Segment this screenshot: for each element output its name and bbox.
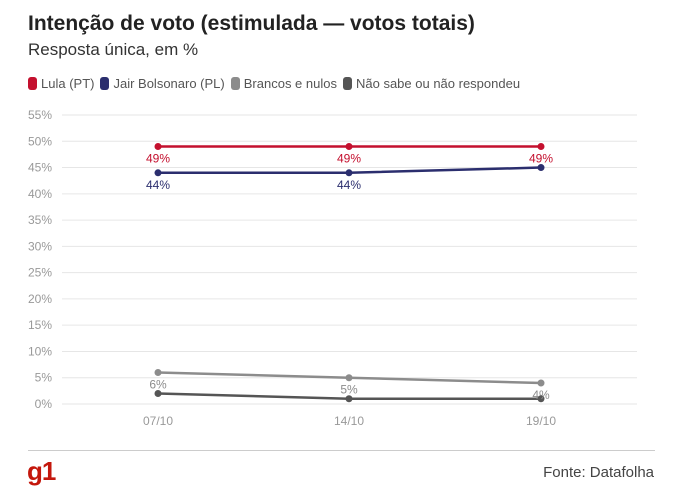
data-label-brancos: 6% [149, 377, 167, 391]
chart-title: Intenção de voto (estimulada — votos tot… [28, 12, 475, 35]
legend-swatch-bolsonaro [100, 77, 110, 90]
data-label-brancos: 4% [532, 388, 550, 402]
g1-logo[interactable]: g1 [27, 456, 56, 486]
y-tick-label: 35% [28, 213, 52, 227]
chart-subtitle: Resposta única, em % [28, 40, 199, 59]
data-point-lula [345, 143, 353, 151]
x-tick-label: 07/10 [143, 414, 173, 428]
data-point-brancos [345, 374, 353, 382]
legend-label-brancos: Brancos e nulos [243, 76, 337, 91]
y-tick-label: 45% [28, 161, 52, 175]
legend-item-lula[interactable]: Lula (PT) [28, 76, 94, 91]
y-tick-label: 50% [28, 134, 52, 148]
legend-item-nao-sabe[interactable]: Não sabe ou não respondeu [342, 76, 521, 91]
legend-swatch-brancos [230, 77, 240, 90]
y-tick-label: 30% [28, 239, 52, 253]
data-point-bolsonaro [345, 169, 353, 177]
legend-item-brancos[interactable]: Brancos e nulos [230, 76, 337, 91]
data-point-nao_sabe [345, 395, 353, 403]
legend-item-bolsonaro[interactable]: Jair Bolsonaro (PL) [100, 76, 225, 91]
y-tick-label: 20% [28, 292, 52, 306]
line-chart: 0% 5% 10% 15% 20% 25% 30% 35% 40% 45% 50% 55% 07/10 1… [28, 108, 637, 428]
data-point-brancos [154, 368, 162, 376]
legend-label-bolsonaro: Jair Bolsonaro (PL) [113, 76, 225, 91]
data-point-bolsonaro [537, 164, 545, 172]
y-tick-label: 15% [28, 318, 52, 332]
x-tick-label: 19/10 [526, 414, 556, 428]
legend-label-lula: Lula (PT) [41, 76, 95, 91]
data-label-brancos: 5% [340, 383, 358, 397]
data-label-lula: 49% [146, 152, 170, 166]
legend-swatch-nao-sabe [342, 77, 352, 90]
data-label-bolsonaro: 44% [337, 178, 361, 192]
data-point-brancos [537, 379, 545, 387]
y-tick-label: 55% [28, 108, 52, 122]
data-point-lula [154, 143, 162, 151]
footer-divider [28, 450, 655, 451]
legend: Lula (PT) Jair Bolsonaro (PL) Brancos e … [28, 76, 526, 91]
data-label-bolsonaro: 44% [146, 178, 170, 192]
legend-label-nao-sabe: Não sabe ou não respondeu [355, 76, 521, 91]
data-point-nao_sabe [154, 389, 162, 397]
data-label-lula: 49% [529, 152, 553, 166]
y-tick-label: 25% [28, 266, 52, 280]
y-tick-label: 10% [28, 344, 52, 358]
data-point-bolsonaro [154, 169, 162, 177]
x-tick-label: 14/10 [334, 414, 364, 428]
data-point-nao_sabe [537, 395, 545, 403]
y-tick-label: 0% [35, 397, 53, 411]
y-tick-label: 5% [35, 371, 53, 385]
source-note: Fonte: Datafolha [543, 464, 654, 481]
legend-swatch-lula [28, 77, 37, 90]
data-point-lula [537, 143, 545, 151]
y-tick-label: 40% [28, 187, 52, 201]
data-label-lula: 49% [337, 152, 361, 166]
